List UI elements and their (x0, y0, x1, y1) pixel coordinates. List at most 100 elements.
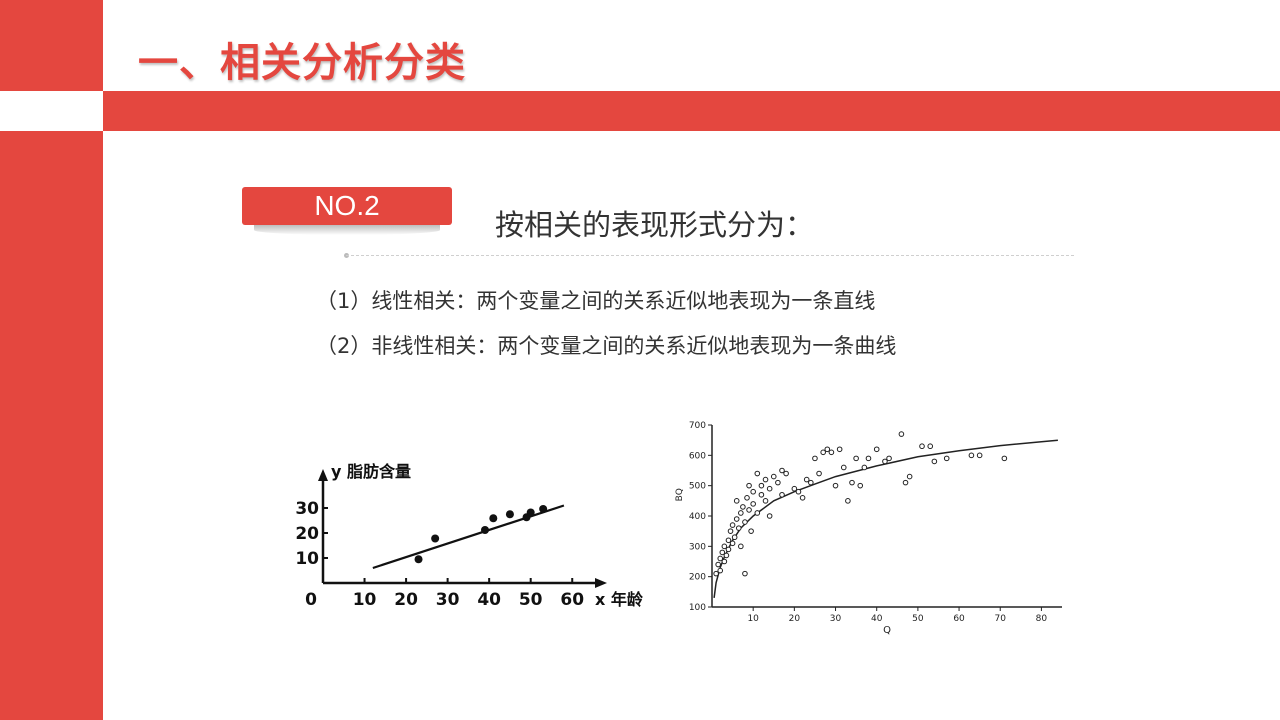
chart2-x-tick-label: 10 (747, 614, 759, 624)
chart2-y-tick-label: 500 (689, 482, 706, 492)
chart2-point (783, 470, 789, 477)
chart2-x-tick-label: 20 (789, 614, 801, 624)
chart2-point (746, 507, 752, 513)
chart1-x-tick-label: 20 (394, 590, 418, 610)
dashed-divider (346, 255, 1074, 256)
chart2-point (873, 446, 880, 453)
chart2-point (836, 446, 843, 453)
linear-scatter-chart: 10 20 30 40 50 60 10 20 30 0 y 脂肪含量 x 年龄 (295, 462, 644, 610)
chart2-point (886, 455, 892, 462)
chart2-point (727, 528, 734, 534)
chart2-point (738, 510, 744, 516)
chart1-fit-line (372, 504, 565, 570)
chart1-point (431, 534, 440, 543)
chart2-point (719, 549, 726, 556)
chart2-point (820, 449, 826, 456)
chart2-y-tick-label: 700 (689, 421, 706, 431)
left-accent-bar-top (0, 0, 103, 91)
chart2-x-tick-label: 70 (995, 614, 1007, 624)
chart1-y-label: y 脂肪含量 (331, 462, 411, 481)
chart2-point (731, 534, 738, 541)
chart2-point (898, 431, 905, 437)
section-badge: NO.2 (242, 187, 452, 225)
chart2-point (750, 501, 756, 507)
chart2-y-tick-label: 200 (689, 573, 706, 583)
chart1-fit-line-segment (372, 504, 565, 570)
chart2-point (828, 449, 835, 456)
chart1-x-label: x 年龄 (595, 590, 644, 609)
chart1-y-arrow (318, 469, 328, 481)
chart1-origin-label: 0 (305, 590, 317, 610)
chart2-point (853, 455, 859, 462)
chart1-x-tick-label: 10 (353, 590, 377, 610)
chart2-point (882, 458, 888, 465)
chart2-point (748, 528, 754, 534)
header-accent-bar (103, 91, 1280, 131)
chart2-point (733, 516, 740, 522)
list-item-linear: （1）线性相关：两个变量之间的关系近似地表现为一条直线 (316, 289, 876, 313)
chart2-point (931, 458, 938, 465)
chart2-point (754, 510, 761, 516)
chart2-point (861, 464, 868, 471)
chart2-point (791, 485, 798, 492)
chart1-axes (318, 469, 607, 588)
chart2-point (779, 491, 785, 498)
chart1-x-tick-label: 40 (477, 590, 501, 610)
chart2-point (738, 543, 744, 550)
chart2-point (943, 455, 950, 462)
chart2-point (746, 482, 752, 489)
chart2-point (902, 479, 909, 486)
chart1-x-tick-label: 50 (519, 590, 543, 610)
chart1-x-tick-label: 60 (560, 590, 584, 610)
chart2-point (865, 455, 872, 462)
chart2-y-label: BQ (675, 488, 685, 501)
chart2-axes (708, 424, 1062, 611)
chart1-x-tick-label: 30 (436, 590, 460, 610)
chart2-point (723, 552, 730, 559)
chart2-point (968, 452, 975, 459)
chart1-point (539, 505, 548, 513)
chart2-x-tick-label: 60 (953, 614, 965, 624)
chart1-point (481, 526, 489, 534)
chart2-point (799, 495, 806, 501)
section-subtitle: 按相关的表现形式分为： (495, 208, 815, 242)
chart2-point (729, 522, 736, 528)
chart2-point (725, 537, 732, 544)
chart1-point (489, 514, 498, 523)
chart2-point (713, 570, 719, 577)
chart2-x-tick-label: 50 (912, 614, 924, 624)
chart2-point (766, 513, 773, 519)
chart2-y-tick-label: 400 (689, 512, 706, 522)
chart2-point (762, 476, 769, 483)
badge-shadow (254, 225, 440, 235)
chart1-labels: 10 20 30 40 50 60 10 20 30 0 y 脂肪含量 x 年龄 (295, 462, 644, 610)
chart1-y-tick-label: 30 (295, 499, 319, 519)
chart2-y-tick-label: 600 (689, 451, 706, 461)
chart2-point (803, 476, 810, 483)
chart1-point (505, 510, 514, 519)
chart2-point (754, 470, 761, 477)
chart2-point (744, 495, 750, 501)
chart2-point (750, 488, 756, 495)
chart2-point (758, 482, 765, 489)
chart2-labels: 10 20 30 40 50 60 70 80 100 200 300 400 500 600 700 Q BQ (675, 421, 1047, 636)
chart2-point (725, 546, 732, 553)
chart2-point (715, 561, 721, 568)
chart2-point (849, 479, 855, 486)
chart2-point (845, 498, 851, 504)
chart1-point (526, 508, 535, 517)
chart2-point (717, 567, 724, 574)
chart2-point (906, 473, 913, 480)
chart1-x-arrow (595, 578, 607, 588)
chart2-point (735, 525, 742, 531)
chart2-point (1001, 455, 1008, 462)
chart2-point (733, 498, 740, 504)
chart2-point (840, 464, 847, 471)
chart2-point (766, 485, 773, 492)
chart2-point (857, 482, 864, 489)
chart2-point (721, 543, 728, 550)
chart1-point (414, 555, 423, 564)
left-accent-bar (0, 131, 103, 720)
chart2-y-tick-label: 300 (689, 542, 706, 552)
chart2-point (824, 446, 831, 453)
